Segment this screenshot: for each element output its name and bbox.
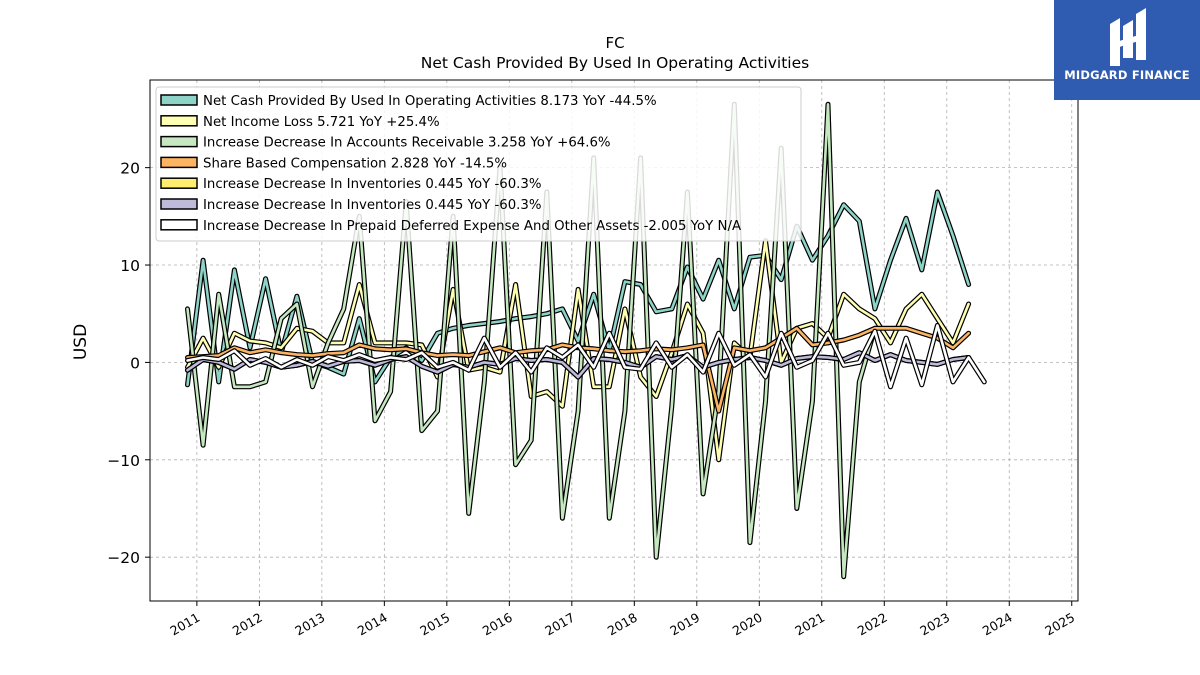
x-tick-label: 2019 xyxy=(667,610,702,639)
legend-item: Increase Decrease In Inventories 0.445 Y… xyxy=(160,177,542,192)
series-line-3 xyxy=(185,101,878,580)
logo: MIDGARD FINANCE xyxy=(1054,0,1200,100)
x-tick-label: 2018 xyxy=(605,610,640,639)
legend-swatch xyxy=(160,219,198,231)
x-tick-label: 2024 xyxy=(980,610,1015,639)
x-tick-label: 2025 xyxy=(1042,610,1077,639)
legend-item: Increase Decrease In Accounts Receivable… xyxy=(160,135,611,151)
logo-text: MIDGARD FINANCE xyxy=(1064,68,1190,82)
y-tick-label: 20 xyxy=(120,160,140,178)
legend-box xyxy=(155,86,802,242)
series-line-2 xyxy=(185,238,972,463)
x-tick-label: 2011 xyxy=(167,610,202,639)
legend-item: Net Cash Provided By Used In Operating A… xyxy=(160,94,657,109)
x-tick-label: 2014 xyxy=(355,610,390,639)
plot-frame xyxy=(149,79,1079,602)
y-axis-label: USD xyxy=(71,324,91,360)
legend-item: Share Based Compensation 2.828 YoY -14.5… xyxy=(160,156,507,171)
legend-swatch xyxy=(160,156,198,169)
legend-label: Increase Decrease In Prepaid Deferred Ex… xyxy=(203,219,741,234)
legend-label: Net Cash Provided By Used In Operating A… xyxy=(203,94,657,109)
y-tick-label: 10 xyxy=(120,257,140,275)
legend-swatch xyxy=(160,198,198,210)
legend-item: Increase Decrease In Inventories 0.445 Y… xyxy=(160,198,542,213)
x-tick-label: 2015 xyxy=(417,610,452,639)
legend-label: Increase Decrease In Accounts Receivable… xyxy=(203,136,611,151)
midgard-logo-icon xyxy=(1110,8,1146,66)
legend-label: Increase Decrease In Inventories 0.445 Y… xyxy=(203,198,542,213)
series-line-7 xyxy=(185,322,987,390)
x-tick-label: 2021 xyxy=(792,610,827,639)
legend-item: Increase Decrease In Prepaid Deferred Ex… xyxy=(160,219,741,234)
legend-swatch xyxy=(160,177,198,189)
x-axis: 2011 2012 2013 2014 2015 2016 2017 2018 2019 2020… xyxy=(167,601,1077,639)
legend-label: Share Based Compensation 2.828 YoY -14.5… xyxy=(203,156,507,171)
legend: Net Cash Provided By Used In Operating A… xyxy=(155,86,802,242)
x-tick-label: 2012 xyxy=(230,610,265,639)
x-tick-label: 2022 xyxy=(855,610,890,639)
chart-subtitle: Net Cash Provided By Used In Operating A… xyxy=(421,54,809,72)
y-axis: −20 −10 0 10 20 xyxy=(107,160,150,567)
legend-item: Net Income Loss 5.721 YoY +25.4% xyxy=(160,115,440,130)
x-tick-label: 2017 xyxy=(542,610,577,639)
x-tick-label: 2020 xyxy=(730,610,765,639)
y-tick-label: 0 xyxy=(130,354,140,372)
y-tick-label: −20 xyxy=(107,549,140,567)
x-tick-label: 2023 xyxy=(917,610,952,639)
chart-title: FC xyxy=(605,34,624,52)
y-tick-label: −10 xyxy=(107,452,140,470)
series-layer xyxy=(185,101,987,580)
legend-swatch xyxy=(160,115,198,127)
legend-swatch xyxy=(160,135,198,148)
legend-label: Net Income Loss 5.721 YoY +25.4% xyxy=(203,115,440,130)
x-tick-label: 2016 xyxy=(480,610,515,639)
legend-label: Increase Decrease In Inventories 0.445 Y… xyxy=(203,177,542,192)
x-tick-label: 2013 xyxy=(292,610,327,639)
legend-swatch xyxy=(160,94,198,106)
